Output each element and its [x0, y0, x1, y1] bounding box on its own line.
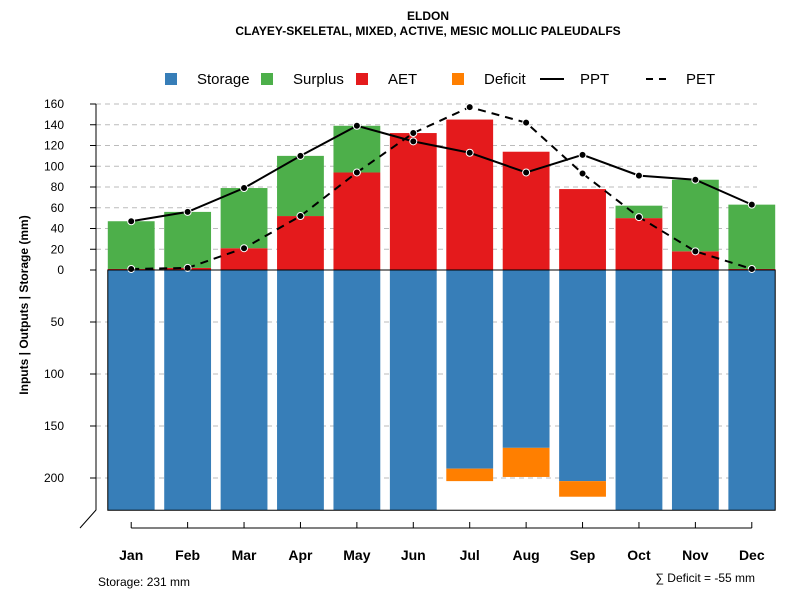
- x-tick-label: Apr: [288, 547, 313, 563]
- surplus-legend-label: Surplus: [293, 71, 344, 88]
- y-tick-label: 140: [44, 118, 64, 132]
- deficit-legend-label: Deficit: [484, 71, 527, 88]
- x-tick-label: May: [343, 547, 370, 563]
- deficit-bar: [559, 481, 606, 497]
- storage-bar: [671, 270, 719, 511]
- surplus-legend-swatch: [261, 73, 273, 85]
- y-tick-label: 20: [51, 242, 65, 256]
- pet-point: [747, 264, 756, 273]
- aet-legend-swatch: [356, 73, 368, 85]
- ppt-point: [183, 207, 192, 216]
- chart-subtitle: CLAYEY-SKELETAL, MIXED, ACTIVE, MESIC MO…: [235, 24, 620, 38]
- x-tick-label: Mar: [232, 547, 257, 563]
- storage-bar: [107, 270, 155, 511]
- storage-legend-label: Storage: [197, 71, 250, 88]
- pet-point: [352, 168, 361, 177]
- x-tick-label: Sep: [570, 547, 596, 563]
- deficit-legend-swatch: [452, 73, 464, 85]
- pet-point: [296, 212, 305, 221]
- pet-point: [522, 118, 531, 127]
- ppt-point: [127, 217, 136, 226]
- ppt-point: [522, 168, 531, 177]
- storage-bar: [728, 270, 776, 511]
- bars: [107, 119, 776, 511]
- aet-bar: [671, 251, 719, 270]
- storage-bar: [615, 270, 663, 511]
- ppt-point: [296, 151, 305, 160]
- aet-bar: [389, 133, 437, 270]
- ppt-legend-label: PPT: [580, 71, 609, 88]
- x-tick-label: Oct: [627, 547, 651, 563]
- surplus-bar: [107, 221, 155, 269]
- storage-footnote: Storage: 231 mm: [98, 575, 190, 589]
- x-tick-label: Feb: [175, 547, 200, 563]
- storage-bar: [220, 270, 268, 511]
- storage-legend-swatch: [165, 73, 177, 85]
- y-tick-label: 100: [44, 367, 64, 381]
- pet-point: [409, 129, 418, 138]
- y-tick-label: 80: [51, 180, 65, 194]
- storage-bar: [559, 270, 606, 482]
- storage-bar: [389, 270, 437, 511]
- ppt-point: [578, 150, 587, 159]
- y-tick-label: 100: [44, 159, 64, 173]
- ppt-line: [131, 124, 753, 223]
- aet-bar: [446, 119, 494, 270]
- ppt-point: [691, 175, 700, 184]
- y-tick-label: 40: [51, 222, 65, 236]
- storage-bar: [446, 270, 494, 469]
- axes: 0 20 40 60 80 100 120 140 160 50 100 150 200 Jan Feb Ma…: [44, 97, 776, 563]
- y-tick-label: 0: [57, 263, 64, 277]
- surplus-bar: [333, 125, 381, 173]
- x-tick-label: Jul: [460, 547, 480, 563]
- storage-bar: [502, 270, 550, 448]
- legend: Storage Surplus AET Deficit PPT PET: [165, 71, 715, 88]
- aet-bar: [559, 189, 606, 270]
- y-axis-label: Inputs | Outputs | Storage (mm): [17, 215, 31, 394]
- surplus-bar: [164, 211, 212, 268]
- aet-bar: [333, 172, 381, 270]
- ppt-point: [240, 184, 249, 193]
- ppt-point: [465, 148, 474, 157]
- pet-line: [131, 106, 753, 270]
- storage-bar: [333, 270, 381, 511]
- ppt-point: [634, 171, 643, 180]
- deficit-bar: [502, 447, 550, 477]
- pet-legend-label: PET: [686, 71, 715, 88]
- y-tick-label: 60: [51, 201, 65, 215]
- pet-point: [578, 169, 587, 178]
- surplus-bar: [220, 188, 268, 249]
- y-tick-label: 150: [44, 419, 64, 433]
- surplus-bar: [671, 179, 719, 252]
- x-tick-label: Dec: [739, 547, 765, 563]
- y-tick-label: 200: [44, 471, 64, 485]
- y-tick-label: 160: [44, 97, 64, 111]
- x-tick-label: Nov: [682, 547, 709, 563]
- ppt-point: [352, 121, 361, 130]
- pet-point: [691, 247, 700, 256]
- storage-bar: [164, 270, 212, 511]
- aet-bar: [277, 216, 324, 270]
- deficit-bar: [446, 468, 494, 482]
- ppt-point: [409, 137, 418, 146]
- storage-bar: [277, 270, 324, 511]
- pet-point: [634, 213, 643, 222]
- pet-point: [465, 103, 474, 112]
- x-tick-label: Jun: [401, 547, 426, 563]
- aet-legend-label: AET: [388, 71, 417, 88]
- x-tick-label: Aug: [513, 547, 540, 563]
- y-tick-label: 50: [51, 315, 65, 329]
- lines: [127, 103, 756, 273]
- pet-point: [240, 244, 249, 253]
- deficit-footnote: ∑ Deficit = -55 mm: [655, 571, 755, 585]
- pet-point: [127, 264, 136, 273]
- chart-title: ELDON: [407, 9, 449, 23]
- y-axis-tail: [79, 509, 97, 529]
- y-tick-label: 120: [44, 139, 64, 153]
- x-tick-label: Jan: [119, 547, 143, 563]
- ppt-point: [747, 200, 756, 209]
- surplus-bar: [728, 204, 776, 269]
- aet-bar: [220, 248, 268, 270]
